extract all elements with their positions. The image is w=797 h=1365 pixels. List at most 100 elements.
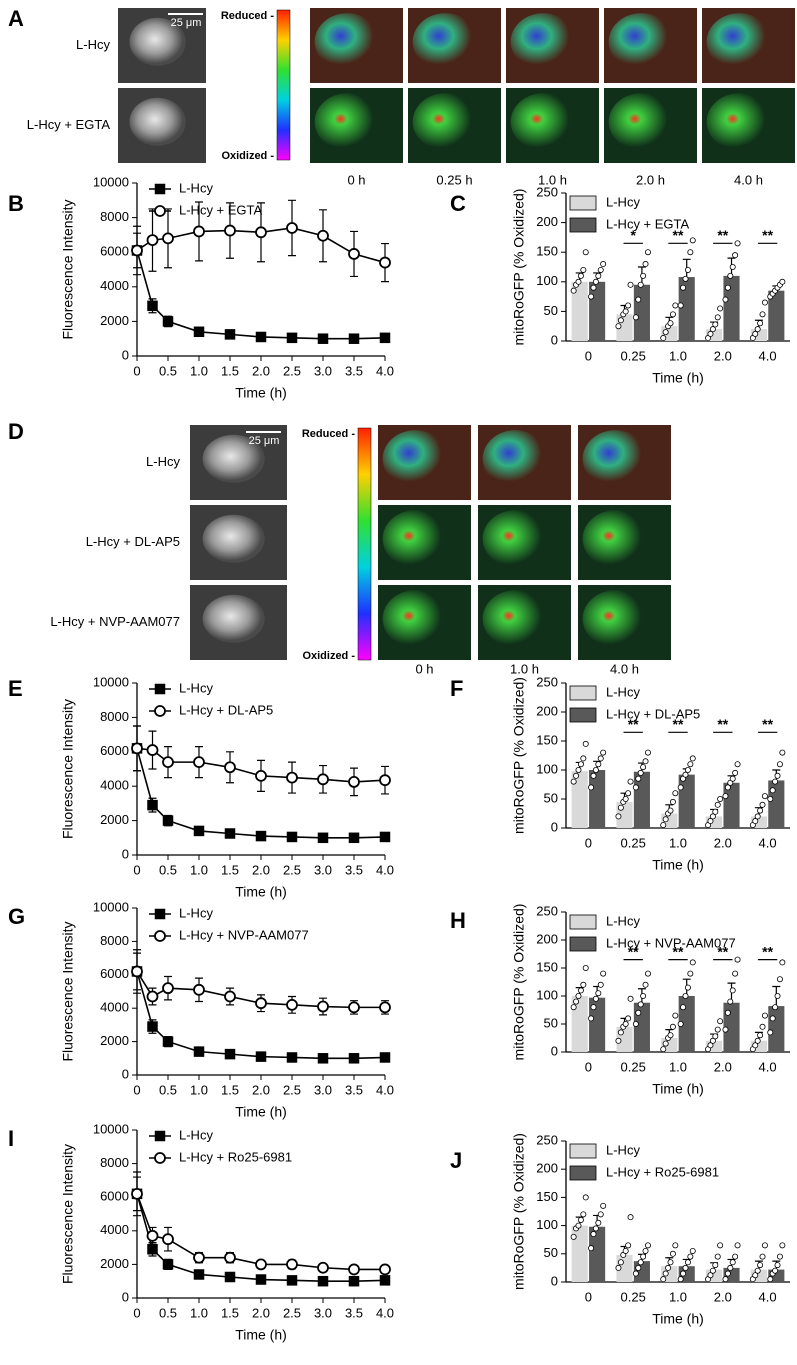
data-point [625, 790, 632, 797]
data-point [317, 1000, 329, 1013]
legend-label: L-Hcy + NVP-AAM077 [606, 935, 736, 950]
cell [510, 93, 576, 151]
y-tick-label: 2000 [100, 812, 129, 827]
legend-marker [154, 930, 166, 942]
data-point [729, 1259, 736, 1266]
y-tick-label: 100 [536, 761, 558, 776]
data-point [131, 244, 143, 257]
data-point [193, 1251, 205, 1264]
data-point [635, 1009, 642, 1016]
data-point [224, 1251, 236, 1264]
panel-letter: G [8, 904, 25, 929]
data-point [637, 769, 644, 776]
data-point [635, 775, 642, 782]
significance-label: ** [628, 943, 639, 959]
x-tick-label: 0.25 [621, 835, 646, 850]
significance-label: ** [673, 943, 684, 959]
legend-marker [154, 705, 166, 717]
data-point [689, 237, 696, 244]
row-label: L-Hcy [146, 454, 180, 469]
x-tick-label: 3.5 [345, 1305, 363, 1320]
x-tick-label: 1.0 [669, 348, 687, 363]
data-point [637, 281, 644, 288]
x-tick-label: 0.5 [159, 862, 177, 877]
data-point [617, 804, 624, 811]
data-point [635, 296, 642, 303]
colorbar-bottom: Oxidized - [302, 650, 355, 662]
y-tick-label: 250 [536, 674, 558, 689]
series-line [136, 747, 386, 783]
data-point [660, 1276, 667, 1283]
data-point [662, 1040, 669, 1047]
data-point [722, 296, 729, 303]
significance-label: ** [628, 716, 639, 732]
data-point [595, 1219, 602, 1226]
data-point [754, 1037, 761, 1044]
data-point [714, 1253, 721, 1260]
data-point [709, 813, 716, 820]
series-line [136, 250, 386, 340]
data-point [669, 1023, 676, 1030]
data-point [286, 222, 298, 234]
bar [706, 816, 723, 828]
y-tick-label: 2000 [100, 1256, 129, 1271]
data-point [255, 1051, 267, 1062]
data-point [682, 771, 689, 778]
data-point [595, 990, 602, 997]
data-point [687, 249, 694, 256]
data-point [660, 1046, 667, 1053]
data-point [193, 1269, 205, 1280]
x-tick-label: 3.5 [345, 862, 363, 877]
data-point [734, 240, 741, 247]
data-point [286, 1052, 298, 1063]
bar [678, 277, 695, 341]
data-point [577, 272, 584, 279]
data-point [625, 1242, 632, 1249]
y-tick-label: 4000 [100, 1222, 129, 1237]
bar [768, 780, 785, 828]
y-tick-label: 200 [536, 1161, 558, 1176]
data-point [627, 995, 634, 1002]
data-point [644, 749, 651, 756]
data-point [162, 1036, 174, 1047]
legend-label: L-Hcy [179, 1127, 213, 1142]
data-point [317, 773, 329, 786]
data-point [224, 329, 236, 340]
y-tick-label: 10000 [93, 174, 129, 189]
y-axis-title: Fluorescence Intensity [60, 1144, 76, 1284]
data-point [622, 796, 629, 803]
data-point [224, 224, 236, 237]
data-point [592, 1225, 599, 1232]
data-point [714, 1026, 721, 1033]
data-point [317, 333, 329, 344]
data-point [680, 284, 687, 291]
x-tick-label: 4.0 [759, 1059, 777, 1074]
data-point [632, 1270, 639, 1277]
data-point [667, 1032, 674, 1039]
cell [382, 590, 448, 648]
legend-marker [154, 683, 166, 695]
data-point [570, 1233, 577, 1240]
bar [750, 329, 767, 341]
series-line [136, 971, 386, 1060]
y-tick-label: 0 [551, 332, 558, 347]
cell [202, 514, 265, 563]
data-point [592, 278, 599, 285]
data-point [752, 330, 759, 337]
y-tick-label: 200 [536, 931, 558, 946]
data-point [147, 799, 158, 811]
data-point [131, 965, 143, 978]
legend-label: L-Hcy [606, 1142, 640, 1157]
data-point [348, 1001, 360, 1014]
data-point [615, 323, 622, 330]
data-point [732, 252, 739, 259]
time-label: 0 h [415, 661, 433, 676]
x-tick-label: 4.0 [376, 1082, 394, 1097]
y-tick-label: 150 [536, 732, 558, 747]
data-point [757, 1032, 764, 1039]
data-point [640, 272, 647, 279]
data-point [575, 767, 582, 774]
data-point [729, 987, 736, 994]
scale-bar-label: 25 μm [171, 17, 202, 29]
